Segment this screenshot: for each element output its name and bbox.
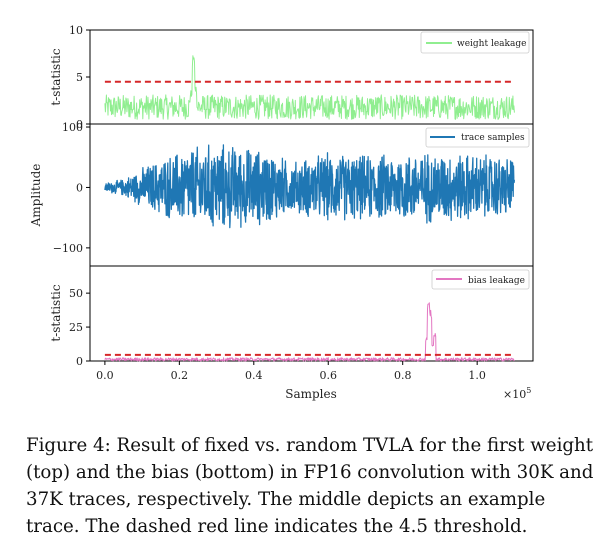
top-ytick-label: 0 — [76, 118, 83, 131]
middle-ylabel: Amplitude — [29, 164, 43, 228]
x-multiplier: ×105 — [503, 386, 531, 401]
top-ylabel: t-statistic — [49, 48, 63, 105]
middle-legend-label: trace samples — [461, 133, 525, 143]
middle-ytick-label: 100 — [62, 121, 83, 134]
xtick-label: 0.8 — [394, 369, 412, 382]
top-plot-area — [104, 55, 515, 120]
xtick-label: 0.4 — [245, 369, 263, 382]
bottom-ylabel: t-statistic — [49, 284, 63, 341]
x-axis-label: Samples — [285, 387, 337, 401]
bottom-ytick-label: 0 — [76, 355, 83, 368]
middle-ytick-label: −100 — [53, 242, 83, 255]
middle-series-line — [104, 144, 516, 229]
top-series-line — [104, 55, 515, 120]
bottom-ytick-label: 50 — [69, 287, 83, 300]
figure-caption: Figure 4: Result of fixed vs. random TVL… — [26, 435, 594, 537]
bottom-series-line — [104, 302, 515, 362]
xtick-label: 0.6 — [320, 369, 338, 382]
xtick-label: 1.0 — [468, 369, 486, 382]
xtick-label: 0.2 — [171, 369, 189, 382]
middle-ytick-label: 0 — [76, 181, 83, 194]
top-ytick-label: 10 — [69, 24, 83, 37]
top-legend: weight leakage — [420, 31, 530, 54]
bottom-legend: bias leakage — [431, 269, 530, 290]
x-multiplier-base: ×10 — [503, 388, 526, 401]
bottom-legend-label: bias leakage — [468, 276, 525, 286]
bottom-plot-area — [104, 302, 515, 362]
xtick-label: 0.0 — [96, 369, 114, 382]
middle-legend: trace samples — [425, 127, 530, 148]
top-legend-label: weight leakage — [457, 39, 526, 49]
middle-plot-area — [104, 144, 516, 229]
top-ytick-label: 5 — [76, 71, 83, 84]
bottom-ytick-label: 25 — [69, 321, 83, 334]
x-multiplier-exp: 5 — [526, 386, 531, 395]
